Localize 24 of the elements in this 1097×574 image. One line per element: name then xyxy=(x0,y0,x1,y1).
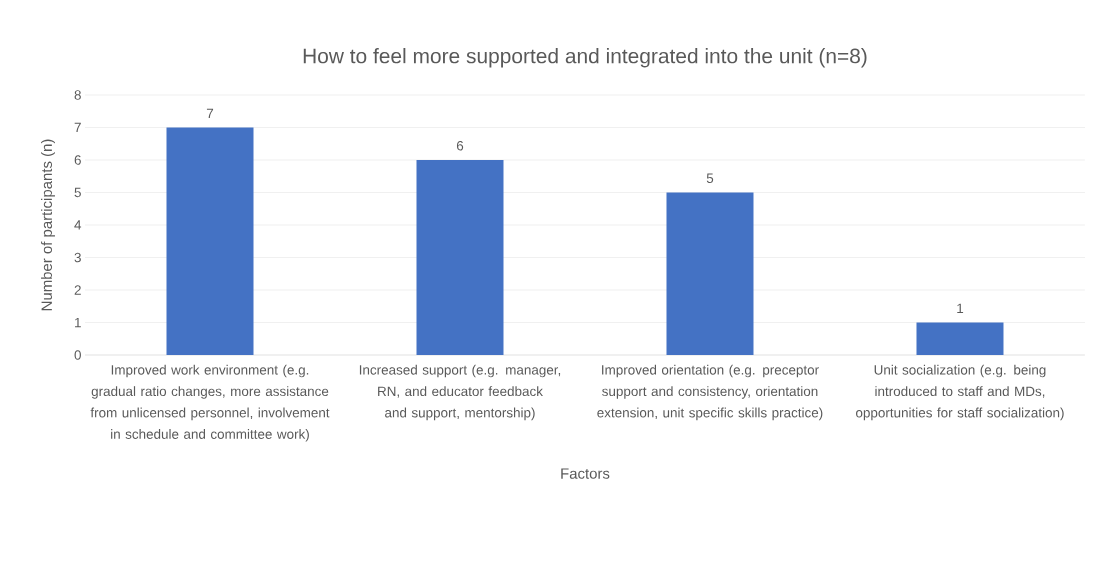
y-tick-label: 1 xyxy=(75,317,81,328)
y-tick-label: 2 xyxy=(74,285,81,295)
y-tick-label: 4 xyxy=(74,220,82,230)
y-tick-label: 6 xyxy=(74,155,81,165)
x-tick-label: Increased support (e.g. manager, RN, and educator feedback and support, mentorship) xyxy=(359,364,561,421)
y-tick-label: 3 xyxy=(74,252,81,263)
bar xyxy=(416,160,504,355)
x-tick-label: Unit socialization (e.g. being introduced to staff and MDs, opportunities for staff socialization) xyxy=(856,364,1064,421)
x-tick-label: Improved orientation (e.g. preceptor support and consistency, orientation extension, unit specific skills practice) xyxy=(597,364,823,421)
bar xyxy=(166,127,254,355)
chart-title: How to feel more supported and integrated into the unit (n=8) xyxy=(303,48,867,68)
bar xyxy=(916,322,1004,355)
y-tick-label: 0 xyxy=(74,350,81,360)
x-axis-title: Factors xyxy=(561,468,610,479)
data-label: 1 xyxy=(957,303,964,313)
y-tick-label: 5 xyxy=(74,187,81,198)
y-tick-label: 8 xyxy=(74,90,81,100)
x-tick-label: Improved work environment (e.g. gradual ratio changes, more assistance from unlicensed personnel, involvement in schedule and committee work) xyxy=(90,364,330,442)
bar xyxy=(666,192,754,355)
data-label: 5 xyxy=(706,173,714,183)
y-axis-title: Number of participants (n) xyxy=(41,139,55,311)
y-tick-label: 7 xyxy=(74,122,81,133)
data-label: 7 xyxy=(206,108,214,118)
data-label: 6 xyxy=(456,140,464,151)
